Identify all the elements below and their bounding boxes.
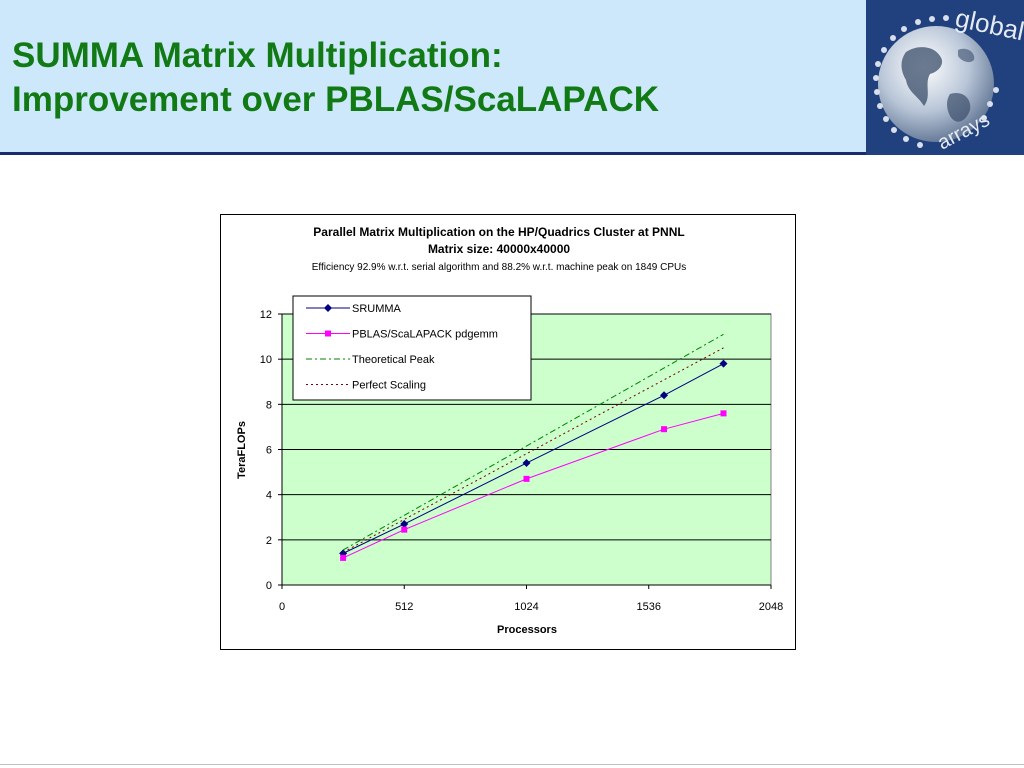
x-tick-label: 2048 [759, 601, 783, 613]
title-banner [0, 0, 866, 152]
legend-label: Theoretical Peak [352, 354, 435, 366]
legend-marker [324, 304, 332, 312]
y-tick-label: 6 [266, 445, 272, 457]
data-point-pblas-scalapack-pdgemm [401, 526, 408, 533]
chart-title: Parallel Matrix Multiplication on the HP… [313, 225, 684, 239]
series-line-perfect-scaling [342, 347, 724, 553]
legend-label: SRUMMA [352, 303, 402, 315]
slide-title-line-2: Improvement over PBLAS/ScaLAPACK [12, 80, 660, 119]
y-tick-label: 0 [266, 580, 272, 592]
title-divider [0, 152, 866, 155]
y-tick-label: 10 [260, 354, 272, 366]
y-axis-label: TeraFLOPs [236, 421, 248, 479]
x-axis-label: Processors [497, 624, 557, 636]
slide-title-line-1: SUMMA Matrix Multiplication: [12, 36, 503, 75]
data-point-srumma [522, 459, 531, 468]
data-point-srumma [400, 520, 409, 529]
x-tick-label: 0 [279, 601, 285, 613]
chart-note: Efficiency 92.9% w.r.t. serial algorithm… [312, 262, 686, 273]
legend-box [292, 295, 532, 401]
data-point-pblas-scalapack-pdgemm [523, 475, 530, 482]
series-line-theoretical-peak [342, 333, 724, 551]
data-point-srumma [719, 359, 728, 368]
y-tick-label: 4 [266, 490, 272, 502]
chart-frame: Parallel Matrix Multiplication on the HP… [220, 214, 796, 650]
x-tick-label: 1024 [514, 601, 538, 613]
data-point-srumma [660, 391, 669, 400]
y-tick-label: 12 [260, 309, 272, 321]
footer-divider [0, 764, 1024, 765]
y-tick-label: 2 [266, 535, 272, 547]
legend-label: PBLAS/ScaLAPACK pdgemm [352, 329, 498, 341]
chart-subtitle: Matrix size: 40000x40000 [428, 242, 570, 256]
data-point-pblas-scalapack-pdgemm [340, 554, 347, 561]
line-chart: Parallel Matrix Multiplication on the HP… [236, 225, 783, 636]
data-point-pblas-scalapack-pdgemm [661, 426, 668, 433]
legend-marker [325, 330, 331, 337]
data-point-pblas-scalapack-pdgemm [720, 410, 727, 417]
global-arrays-logo: global arrays [866, 0, 1024, 155]
globe-icon [873, 15, 999, 148]
y-tick-label: 8 [266, 399, 272, 411]
x-tick-label: 1536 [637, 601, 661, 613]
slide-title: SUMMA Matrix Multiplication: Improvement… [12, 34, 659, 122]
x-tick-label: 512 [395, 601, 413, 613]
legend-label: Perfect Scaling [352, 380, 426, 392]
